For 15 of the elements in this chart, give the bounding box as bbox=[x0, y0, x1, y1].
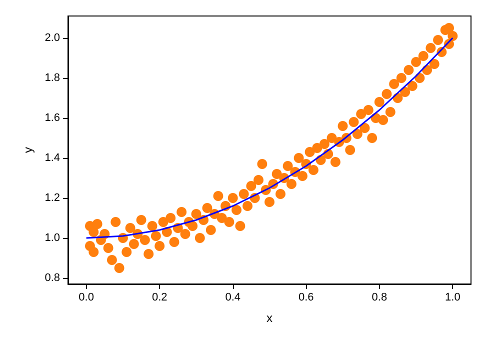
y-axis-title: y bbox=[20, 147, 35, 153]
x-tick-label: 0.0 bbox=[78, 292, 94, 304]
y-tick-label: 1.4 bbox=[44, 152, 60, 164]
x-tick-label: 0.6 bbox=[298, 292, 314, 304]
y-tick-label: 1.0 bbox=[44, 232, 60, 244]
x-tick-label: 0.2 bbox=[152, 292, 168, 304]
y-tick-label: 2.0 bbox=[44, 32, 60, 44]
x-tick-label: 0.4 bbox=[225, 292, 241, 304]
x-tick-label: 1.0 bbox=[445, 292, 460, 304]
y-tick-label: 1.8 bbox=[44, 72, 60, 84]
x-tick-label: 0.8 bbox=[372, 292, 388, 304]
y-tick-label: 0.8 bbox=[44, 272, 60, 284]
y-tick-label: 1.2 bbox=[44, 192, 60, 204]
x-axis-title: x bbox=[266, 311, 272, 325]
y-tick-label: 1.6 bbox=[44, 112, 60, 124]
